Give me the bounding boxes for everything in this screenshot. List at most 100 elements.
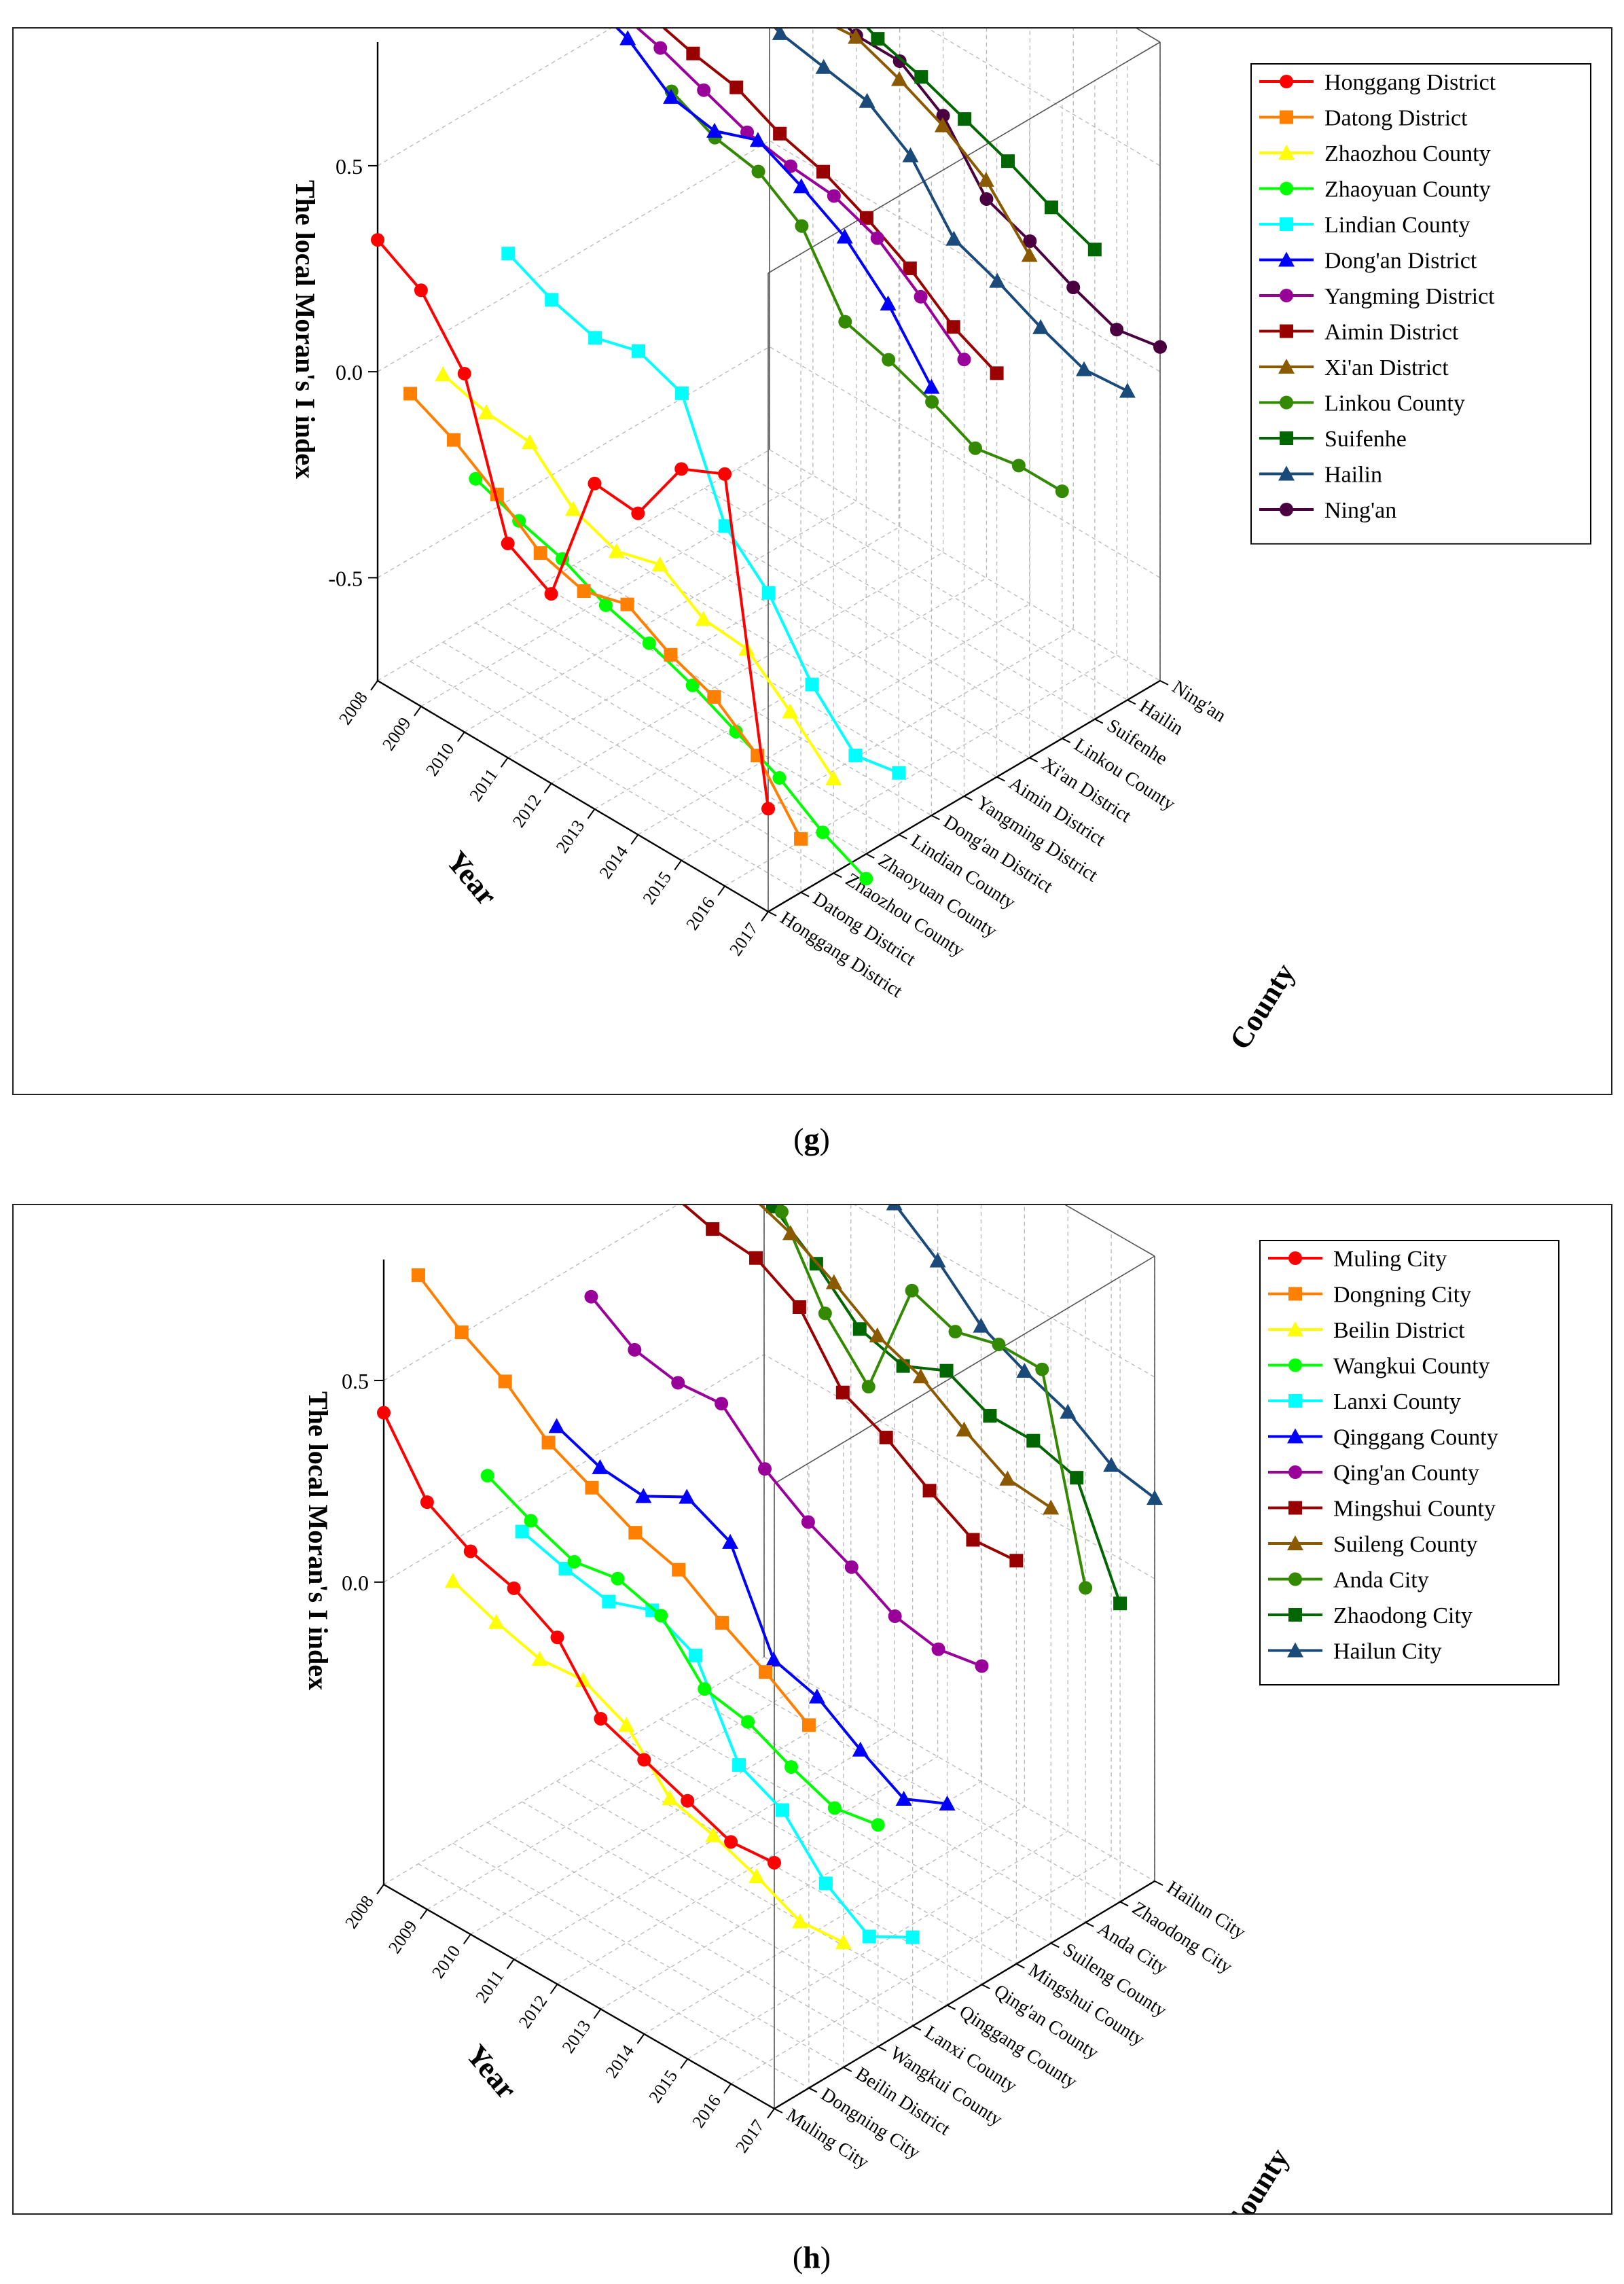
data-point (956, 1421, 973, 1437)
data-point (905, 1283, 919, 1298)
data-point (685, 678, 700, 692)
series-line (556, 1425, 948, 1805)
year-tick-label: 2014 (602, 2041, 638, 2082)
data-point (895, 1790, 912, 1806)
series-line (835, 29, 1031, 256)
data-point (729, 80, 744, 94)
series-line (486, 1474, 879, 1827)
year-axis-title: Year (440, 844, 504, 912)
data-point (914, 70, 928, 84)
year-tick (506, 1959, 515, 1969)
data-point (469, 471, 483, 486)
legend-marker (1280, 217, 1293, 231)
grid-line-year (638, 29, 1030, 836)
data-point (1001, 154, 1015, 168)
grid-line-county (442, 234, 834, 874)
data-point (1076, 361, 1093, 376)
year-tick-label: 2016 (688, 2091, 725, 2131)
chart-panel-h: 0.5 0.0 The local Moran's I index 2008 2009 2… (12, 1204, 1612, 2215)
year-tick-label: 2016 (682, 893, 719, 933)
legend-label: Qinggang County (1333, 1425, 1498, 1450)
legend-marker (1280, 75, 1293, 88)
data-point (377, 1406, 391, 1420)
data-point (892, 766, 906, 780)
data-point (999, 1470, 1016, 1486)
year-tick-label: 2017 (732, 2116, 768, 2156)
caption-g-letter: g (804, 1122, 820, 1156)
data-point (628, 1526, 643, 1540)
county-axis-title: County (1217, 2142, 1295, 2213)
data-point (749, 132, 766, 147)
data-point (848, 29, 865, 44)
data-point (879, 1431, 893, 1445)
legend-label: Linkou County (1324, 391, 1465, 416)
data-point (548, 1418, 565, 1433)
data-point (642, 636, 656, 650)
county-tick (1085, 1922, 1094, 1927)
year-tick (414, 706, 422, 717)
year-tick-label: 2014 (596, 842, 632, 882)
data-point (973, 1317, 990, 1333)
legend-label: Beilin District (1333, 1318, 1465, 1343)
data-point (923, 378, 940, 394)
legend-label: Suileng County (1333, 1532, 1478, 1557)
data-point (715, 1397, 729, 1411)
data-point (420, 1495, 434, 1510)
legend-item-hailin: Hailin (1259, 463, 1382, 488)
grid-line-county (377, 273, 769, 913)
series-dongning-city (411, 1268, 816, 1732)
data-point (478, 404, 495, 420)
county-tick (1119, 1901, 1129, 1907)
data-point (836, 228, 853, 244)
data-point (795, 219, 809, 233)
data-point (816, 164, 831, 179)
legend-marker (1287, 1535, 1303, 1550)
caption-h: (h) (792, 2240, 831, 2274)
legend: Muling City Dongning City Beilin District W… (1259, 1240, 1559, 1685)
data-point (550, 1630, 564, 1645)
data-point (689, 1648, 703, 1662)
data-point (880, 295, 897, 310)
grid-line-county (763, 1256, 1155, 1882)
legend-label: Zhaozhou County (1324, 141, 1491, 166)
legend-marker (1288, 1465, 1302, 1479)
series-lindian-county (501, 247, 906, 780)
data-point (588, 331, 602, 345)
chart-box (763, 1205, 1155, 2109)
data-point (637, 1753, 651, 1767)
data-point (782, 1225, 799, 1241)
series-line (776, 1205, 1087, 1588)
z-ticks: 0.5 0.0 -0.5 (328, 154, 378, 590)
data-point (628, 1342, 642, 1357)
data-point (869, 1327, 886, 1342)
series-qing-an-county (584, 1289, 989, 1673)
data-point (1021, 247, 1038, 262)
data-point (697, 83, 711, 97)
legend-item-anda-city: Anda City (1268, 1568, 1429, 1593)
data-point (912, 1368, 929, 1384)
data-point (631, 506, 645, 520)
series-group (377, 1205, 1163, 1950)
data-point (761, 586, 776, 600)
data-point (635, 1488, 652, 1503)
data-point (718, 519, 732, 533)
legend-item-muling-city: Muling City (1268, 1247, 1447, 1272)
year-tick (463, 1933, 471, 1944)
county-axis-line (774, 1880, 1155, 2110)
data-point (816, 825, 830, 840)
grid-line-county (638, 119, 1030, 759)
year-tick-label: 2013 (558, 2016, 595, 2056)
legend-marker (1288, 1394, 1302, 1408)
data-point (732, 1758, 746, 1772)
data-point (758, 1462, 772, 1476)
data-point (862, 1929, 876, 1944)
county-tick (898, 834, 907, 840)
series-wangkui-county (480, 1469, 885, 1832)
legend-item-mingshui-county: Mingshui County (1268, 1497, 1496, 1522)
data-point (715, 1616, 729, 1630)
data-point (922, 1484, 937, 1498)
data-point (411, 1268, 425, 1282)
legend-marker (1280, 395, 1293, 410)
legend-item-suileng-county: Suileng County (1268, 1532, 1478, 1557)
county-tick (843, 2067, 852, 2072)
